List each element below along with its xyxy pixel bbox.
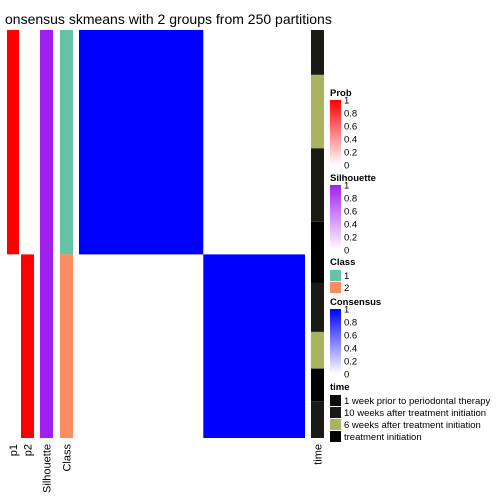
legend-gradient-consensus	[330, 309, 341, 374]
legend-swatch-time	[330, 407, 341, 418]
time-segment-3	[311, 221, 324, 283]
consensus-block-0	[79, 30, 204, 255]
annotation-class-segment-1	[60, 254, 73, 438]
column-label-class: Class	[62, 444, 74, 472]
legend-tick-silhouette: 1	[344, 181, 349, 192]
annotation-p2-segment-1	[21, 254, 34, 438]
legend-item-time: 6 weeks after treatment initiation	[344, 420, 481, 431]
time-segment-6	[311, 368, 324, 402]
legend-tick-silhouette: 0.8	[344, 194, 357, 205]
legend-tick-prob: 0.6	[344, 122, 357, 133]
annotation-silhouette-segment-0	[40, 30, 53, 438]
legend-swatch-time	[330, 395, 341, 406]
column-label-p1: p1	[8, 444, 20, 456]
legend-tick-consensus: 0.6	[344, 331, 357, 342]
legend-swatch-time	[330, 431, 341, 442]
legend-tick-consensus: 1	[344, 305, 349, 316]
time-segment-0	[311, 30, 324, 75]
legend-tick-silhouette: 0.2	[344, 233, 357, 244]
legend-title-prob: Prob	[330, 88, 352, 99]
annotation-p2-segment-0	[21, 30, 34, 255]
chart-title: onsensus skmeans with 2 groups from 250 …	[5, 11, 332, 27]
legend-gradient-silhouette	[330, 185, 341, 250]
time-segment-5	[311, 331, 324, 369]
legend-title-consensus: Consensus	[330, 297, 381, 308]
legend-title-silhouette: Silhouette	[330, 173, 376, 184]
legend-item-time: treatment initiation	[344, 432, 422, 443]
legend-tick-consensus: 0.2	[344, 357, 357, 368]
legend-tick-silhouette: 0	[344, 246, 349, 257]
column-label-silhouette: Silhouette	[42, 444, 54, 493]
legend-tick-consensus: 0	[344, 370, 349, 381]
time-segment-7	[311, 401, 324, 438]
heatmap-body: p1 p2 Silhouette Class time	[7, 30, 325, 493]
legend-tick-prob: 0.8	[344, 109, 357, 120]
column-label-p2: p2	[23, 444, 35, 456]
legend-tick-silhouette: 0.6	[344, 207, 357, 218]
legend-title-time: time	[330, 382, 350, 393]
legend-panel: Prob10.80.60.40.20Silhouette10.80.60.40.…	[330, 88, 491, 443]
legend-tick-consensus: 0.8	[344, 318, 357, 329]
time-segment-1	[311, 74, 324, 149]
legend-swatch-class	[330, 282, 341, 293]
legend-item-class: 1	[344, 271, 349, 282]
legend-swatch-class	[330, 270, 341, 281]
legend-tick-prob: 0.4	[344, 135, 357, 146]
annotation-p1-segment-1	[7, 254, 19, 438]
annotation-p1-segment-0	[7, 30, 19, 255]
time-segment-2	[311, 148, 324, 222]
legend-item-time: 1 week prior to periodontal therapy	[344, 396, 491, 407]
legend-tick-prob: 1	[344, 96, 349, 107]
legend-title-class: Class	[330, 257, 355, 268]
legend-tick-consensus: 0.4	[344, 344, 357, 355]
legend-tick-silhouette: 0.4	[344, 220, 357, 231]
legend-swatch-time	[330, 419, 341, 430]
legend-tick-prob: 0.2	[344, 148, 357, 159]
time-segment-4	[311, 282, 324, 332]
legend-item-class: 2	[344, 283, 349, 294]
legend-tick-prob: 0	[344, 161, 349, 172]
column-label-time: time	[313, 444, 325, 465]
legend-gradient-prob	[330, 100, 341, 165]
consensus-block-1	[203, 254, 305, 438]
annotation-class-segment-0	[60, 30, 73, 255]
legend-item-time: 10 weeks after treatment initiation	[344, 408, 486, 419]
